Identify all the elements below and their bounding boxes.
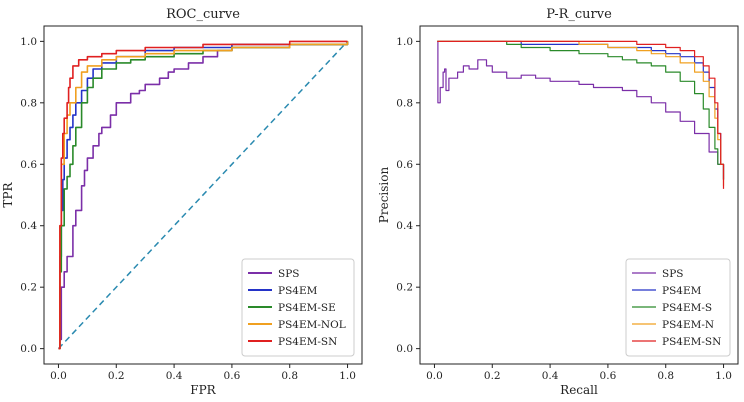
roc-x-tick-label: 0.8 — [281, 370, 298, 382]
roc-title: ROC_curve — [166, 7, 240, 22]
pr-series-ps4em-sn — [437, 40, 725, 189]
pr-y-tick-label: 0.2 — [396, 282, 413, 294]
roc-chance-line — [57, 40, 349, 350]
pr-x-tick-label: 1.0 — [715, 370, 732, 382]
roc-legend-label-ps4em-sn: PS4EM-SN — [278, 336, 337, 348]
pr-series-sps — [437, 40, 725, 180]
pr-y-tick-label: 1.0 — [396, 36, 413, 48]
roc-series-ps4em-sn — [58, 40, 348, 350]
roc-legend-label-ps4em-se: PS4EM-SE — [278, 302, 336, 314]
roc-legend-label-ps4em-nol: PS4EM-NOL — [278, 319, 346, 331]
roc-series-sps — [58, 41, 349, 350]
pr-x-tick-label: 0.0 — [426, 370, 443, 382]
pr-axes-frame — [419, 25, 739, 365]
pr-legend-label-ps4em: PS4EM — [662, 285, 702, 297]
roc-axes-frame — [43, 25, 363, 365]
roc-x-tick-label: 0.2 — [108, 370, 125, 382]
pr-y-axis-label: Precision — [377, 167, 391, 224]
roc-chart: ROC_curve 0.0 0.2 0.4 0.6 0.8 1.0 0.0 0.2 0.4 0.6 0… — [1, 7, 363, 397]
roc-y-tick-label: 0.6 — [20, 159, 37, 171]
pr-legend-label-sps: SPS — [662, 268, 683, 280]
roc-y-tick-label: 0.0 — [20, 343, 37, 355]
pr-x-tick-label: 0.6 — [600, 370, 617, 382]
roc-y-tick-label: 0.2 — [20, 282, 37, 294]
pr-y-tick-label: 0.4 — [396, 220, 413, 232]
pr-chart: P-R_curve 0.0 0.2 0.4 0.6 0.8 1.0 0.0 0.2 0.4 0.6 0… — [377, 7, 739, 397]
pr-series-ps4em-s — [437, 40, 725, 180]
pr-y-tick-label: 0.8 — [396, 97, 413, 109]
roc-x-tick-label: 0.0 — [50, 370, 67, 382]
pr-legend-label-ps4em-sn: PS4EM-SN — [662, 336, 721, 348]
roc-legend-label-ps4em: PS4EM — [278, 285, 318, 297]
pr-x-tick-label: 0.2 — [484, 370, 501, 382]
pr-title: P-R_curve — [546, 7, 612, 22]
roc-y-tick-label: 0.8 — [20, 97, 37, 109]
roc-legend-label-sps: SPS — [278, 268, 299, 280]
pr-y-tick-label: 0.6 — [396, 159, 413, 171]
roc-series-ps4em-nol — [58, 41, 349, 350]
pr-legend-box — [625, 258, 731, 357]
pr-x-tick-label: 0.8 — [657, 370, 674, 382]
roc-legend: SPS PS4EM PS4EM-SE PS4EM-NOL PS4EM-SN — [241, 258, 355, 357]
pr-x-tick-label: 0.4 — [542, 370, 559, 382]
roc-y-tick-label: 0.4 — [20, 220, 37, 232]
pr-legend: SPS PS4EM PS4EM-S PS4EM-N PS4EM-SN — [625, 258, 731, 357]
pr-y-tick-label: 0.0 — [396, 343, 413, 355]
roc-x-tick-label: 0.6 — [224, 370, 241, 382]
roc-plot-area — [57, 40, 349, 350]
roc-x-axis-label: FPR — [190, 383, 216, 397]
roc-x-tick-label: 1.0 — [339, 370, 356, 382]
roc-x-tick-label: 0.4 — [166, 370, 183, 382]
roc-legend-box — [241, 258, 355, 357]
pr-x-axis-label: Recall — [560, 383, 598, 397]
pr-plot-area — [437, 40, 725, 189]
roc-y-tick-label: 1.0 — [20, 36, 37, 48]
pr-legend-label-ps4em-s: PS4EM-S — [662, 302, 712, 314]
pr-legend-label-ps4em-n: PS4EM-N — [662, 319, 714, 331]
roc-y-axis-label: TPR — [1, 181, 15, 207]
roc-series-ps4em-se — [58, 41, 349, 350]
